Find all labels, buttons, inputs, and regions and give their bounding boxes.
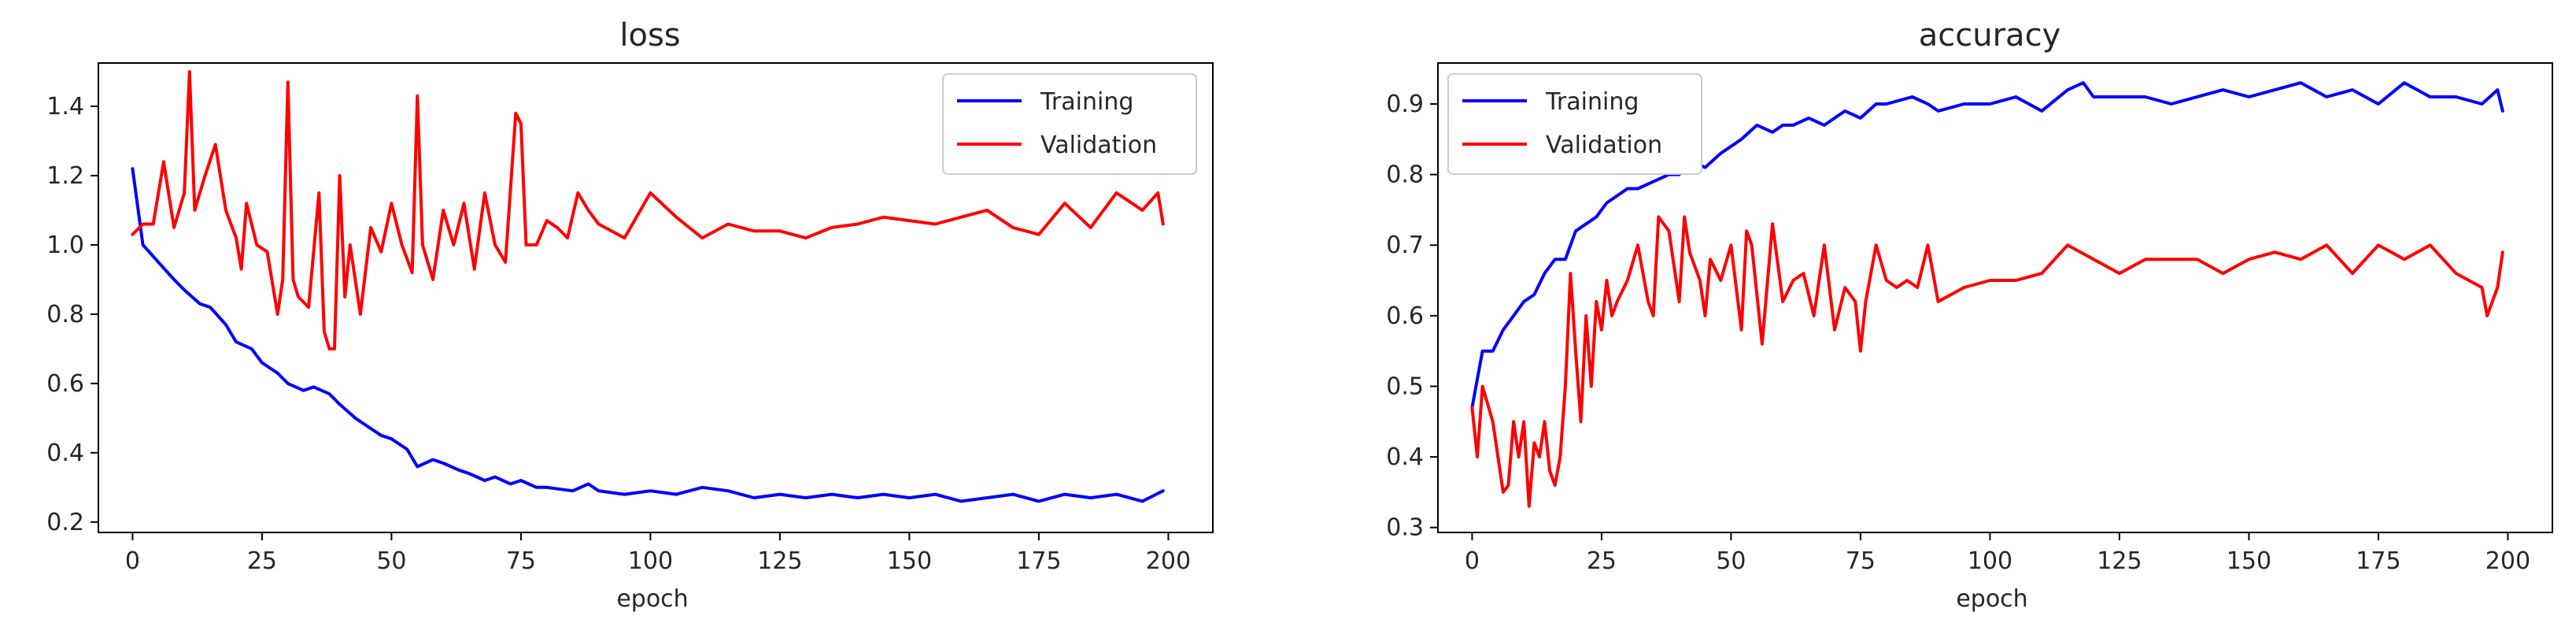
x-tick-label: 25 bbox=[247, 547, 277, 575]
x-tick-label: 75 bbox=[506, 547, 536, 575]
legend-frame bbox=[1447, 73, 1702, 175]
legend: Training Validation bbox=[942, 73, 1197, 175]
y-tick-label: 0.2 bbox=[46, 509, 84, 536]
series-line-training bbox=[131, 167, 1165, 503]
x-tick-label: 175 bbox=[2356, 547, 2400, 575]
y-tick-label: 0.7 bbox=[1386, 232, 1424, 259]
legend: Training Validation bbox=[1447, 73, 1702, 175]
accuracy-chart: accuracy 0 25 50 75 100 125 150 175 200 0.3 0.4 0.5… bbox=[1386, 17, 2553, 613]
x-tick-label: 150 bbox=[887, 547, 932, 575]
x-tick-label: 200 bbox=[2485, 547, 2530, 575]
x-tick-label: 200 bbox=[1146, 547, 1191, 575]
y-tick-label: 0.4 bbox=[46, 440, 84, 467]
series-line-validation bbox=[1470, 215, 2504, 508]
x-tick-label: 50 bbox=[376, 547, 406, 575]
y-tick-label: 0.9 bbox=[1386, 91, 1424, 118]
x-tick-label: 175 bbox=[1016, 547, 1061, 575]
x-tick-label: 0 bbox=[1465, 547, 1480, 575]
x-tick-label: 50 bbox=[1716, 547, 1746, 575]
axes-frame bbox=[98, 62, 1214, 533]
axes-layer: 0 25 50 75 100 125 150 175 200 0.2 0.4 0.6 0.8 1.0 1.2… bbox=[46, 62, 1214, 575]
legend-frame bbox=[942, 73, 1197, 175]
legend-label-validation: Validation bbox=[1040, 132, 1157, 159]
x-tick-label: 150 bbox=[2227, 547, 2271, 575]
x-axis-label: epoch bbox=[1956, 585, 2027, 613]
x-tick-label: 100 bbox=[628, 547, 673, 575]
series-line-training bbox=[1470, 81, 2504, 410]
legend-label-training: Training bbox=[1545, 88, 1639, 116]
x-tick-label: 100 bbox=[1968, 547, 2012, 575]
x-tick-label: 75 bbox=[1846, 547, 1876, 575]
series-layer bbox=[1470, 81, 2504, 508]
axes-frame bbox=[1437, 62, 2553, 533]
legend-label-training: Training bbox=[1040, 88, 1133, 116]
x-tick-label: 125 bbox=[2097, 547, 2142, 575]
y-tick-label: 1.4 bbox=[46, 93, 84, 121]
x-tick-label: 125 bbox=[757, 547, 802, 575]
y-tick-label: 0.6 bbox=[46, 370, 84, 398]
chart-title: loss bbox=[619, 17, 680, 54]
y-tick-label: 0.4 bbox=[1386, 443, 1424, 471]
y-tick-label: 0.8 bbox=[46, 301, 84, 328]
y-tick-label: 0.3 bbox=[1386, 514, 1424, 542]
x-tick-label: 25 bbox=[1587, 547, 1617, 575]
x-axis-label: epoch bbox=[616, 585, 688, 613]
loss-chart: loss 0 25 50 75 100 125 150 175 200 0.2 0.4 0.6 0.8 1… bbox=[46, 17, 1214, 613]
y-tick-label: 0.6 bbox=[1386, 302, 1424, 330]
chart-title: accuracy bbox=[1919, 17, 2060, 54]
x-tick-label: 0 bbox=[125, 547, 140, 575]
series-line-validation bbox=[131, 70, 1165, 351]
y-tick-label: 0.5 bbox=[1386, 373, 1424, 400]
legend-label-validation: Validation bbox=[1546, 132, 1662, 159]
y-tick-label: 0.8 bbox=[1386, 161, 1424, 189]
series-layer bbox=[131, 70, 1165, 503]
axes-layer: 0 25 50 75 100 125 150 175 200 0.3 0.4 0.5 0.6 0.7 0.8… bbox=[1386, 62, 2553, 575]
y-tick-label: 1.0 bbox=[46, 232, 84, 259]
y-tick-label: 1.2 bbox=[46, 162, 84, 190]
